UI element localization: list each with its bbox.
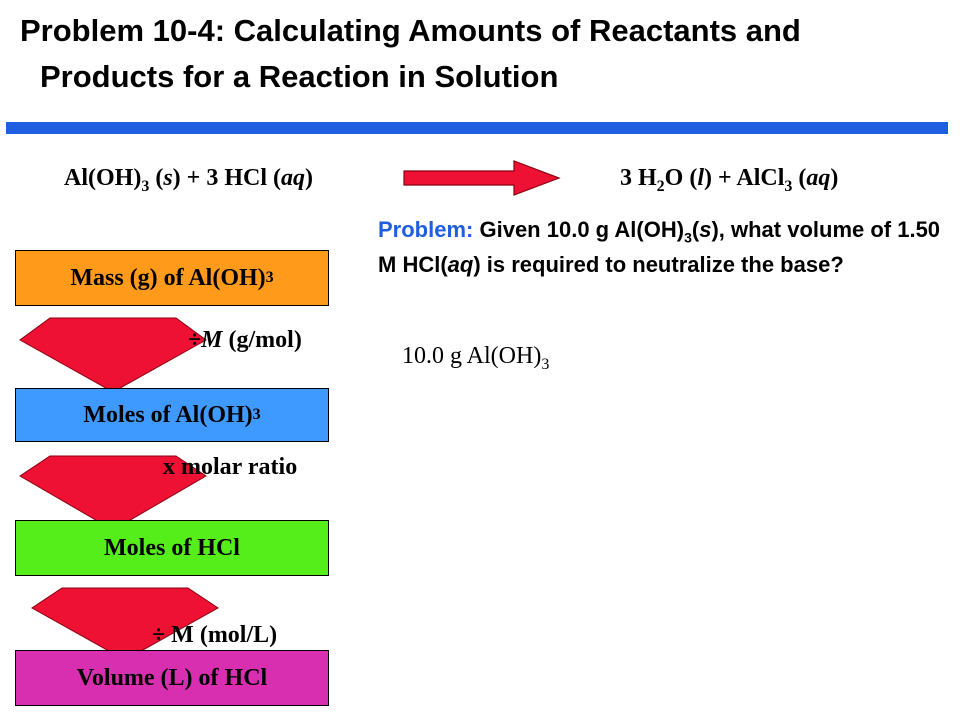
problem-subscript: 3 [684,229,692,246]
flow-box-mass-label: Mass (g) of Al(OH) [70,264,266,291]
problem-state-aqueous: aq [447,252,474,277]
reactant-hcl: + 3 HCl [186,165,268,191]
step-molar-ratio: x molar ratio [163,454,298,480]
equation-products: 3 H2O (l) + AlCl3 (aq) [620,165,839,195]
equation-reactants: Al(OH)3 (s) + 3 HCl (aq) [64,165,314,195]
step1-variable: M [201,327,223,353]
given-mass: 10.0 g Al(OH)3 [402,338,549,374]
page-title: Problem 10-4: Calculating Amounts of Rea… [20,8,955,100]
down-arrow-icon-3 [31,587,219,661]
reaction-arrow-icon [403,160,561,196]
product-water-state: l [697,165,705,191]
problem-text-4: ) is required to neutralize the base? [473,252,844,277]
product-alcl3-subscript: 3 [784,177,793,195]
problem-text-1: Given 10.0 g Al(OH) [479,217,685,242]
product-water: 3 H [620,165,657,191]
problem-text-3: ), what volume of 1.50 M HCl( [378,217,941,277]
flow-box-moles-label: Moles of Al(OH) [83,401,253,428]
reactant-aloh3-subscript: 3 [141,177,150,195]
flow-box-mass-aloh3: Mass (g) of Al(OH) 3 [15,250,329,306]
product-water-o: O [664,165,684,191]
step1-unit: (g/mol) [228,327,302,353]
product-water-subscript: 2 [656,177,665,195]
down-arrow-icon-2 [19,455,207,531]
problem-label: Problem: [378,217,474,242]
flow-box-volume-label: Volume (L) of HCl [76,664,268,691]
step1-operator: ÷ [188,327,202,353]
title-line-2: Products for a Reaction in Solution [40,59,559,94]
given-mass-text: 10.0 g Al(OH) [402,343,542,369]
problem-text-2: ( [691,217,700,242]
step-divide-molar-mass: ÷M (g/mol) [188,325,302,355]
title-line-1: Problem 10-4: Calculating Amounts of Rea… [20,13,801,48]
product-alcl3: + AlCl [718,165,785,191]
reactant-aloh3-state: s [163,165,173,191]
flow-box-volume-hcl: Volume (L) of HCl [15,650,329,706]
problem-statement: Problem: Given 10.0 g Al(OH)3(s), what v… [378,212,948,282]
step-divide-molarity: ÷ M (mol/L) [152,622,278,648]
product-alcl3-state: aq [806,165,831,191]
title-divider [6,122,948,134]
reactant-aloh3: Al(OH) [64,165,142,191]
problem-state-solid: s [699,217,712,242]
flow-box-moles-aloh3: Moles of Al(OH) 3 [15,388,329,442]
reactant-hcl-state: aq [281,165,306,191]
given-mass-subscript: 3 [541,355,550,373]
flow-box-moles-hcl: Moles of HCl [15,520,329,576]
down-arrow-icon-1 [19,317,207,393]
flow-box-moles-hcl-label: Moles of HCl [104,534,240,561]
